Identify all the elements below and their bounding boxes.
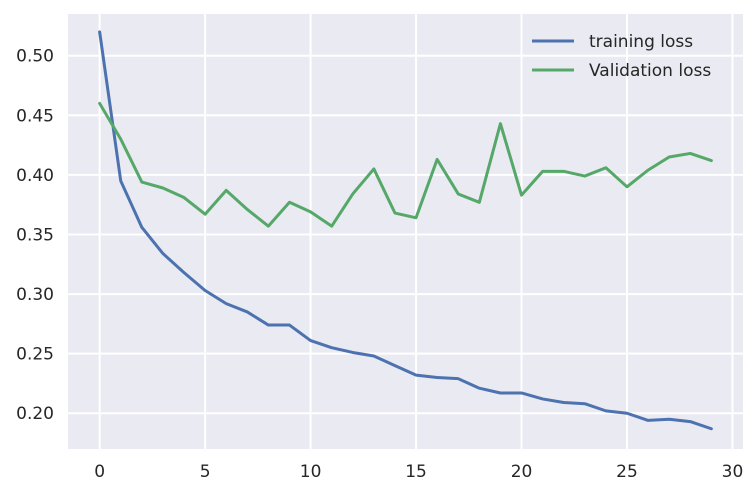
training-loss-line — [98, 30, 713, 431]
y-tick-label: 0.45 — [16, 106, 54, 126]
x-tick-label: 10 — [300, 462, 322, 482]
legend: training loss Validation loss — [532, 32, 711, 81]
y-tick-label: 0.20 — [16, 404, 54, 424]
x-tick-label: 30 — [722, 462, 744, 482]
validation-loss-legend-label: Validation loss — [589, 61, 711, 81]
y-tick-label: 0.25 — [16, 345, 54, 365]
y-tick-label: 0.35 — [16, 225, 54, 245]
training-loss-legend-label: training loss — [589, 32, 693, 52]
x-tick-label: 25 — [616, 462, 638, 482]
x-tick-label: 20 — [511, 462, 533, 482]
x-tick-label: 15 — [405, 462, 427, 482]
x-tick-label: 0 — [94, 462, 105, 482]
x-tick-label: 5 — [200, 462, 211, 482]
grid-lines — [68, 14, 743, 449]
x-axis-ticks: 0 5 10 15 20 25 30 — [94, 462, 743, 482]
y-tick-label: 0.50 — [16, 47, 54, 67]
y-axis-ticks: 0.20 0.25 0.30 0.35 0.40 0.45 0.50 — [16, 47, 54, 425]
series-layer — [98, 30, 713, 431]
validation-loss-line — [98, 101, 713, 228]
y-tick-label: 0.30 — [16, 285, 54, 305]
y-tick-label: 0.40 — [16, 166, 54, 186]
plot-area — [68, 14, 743, 449]
